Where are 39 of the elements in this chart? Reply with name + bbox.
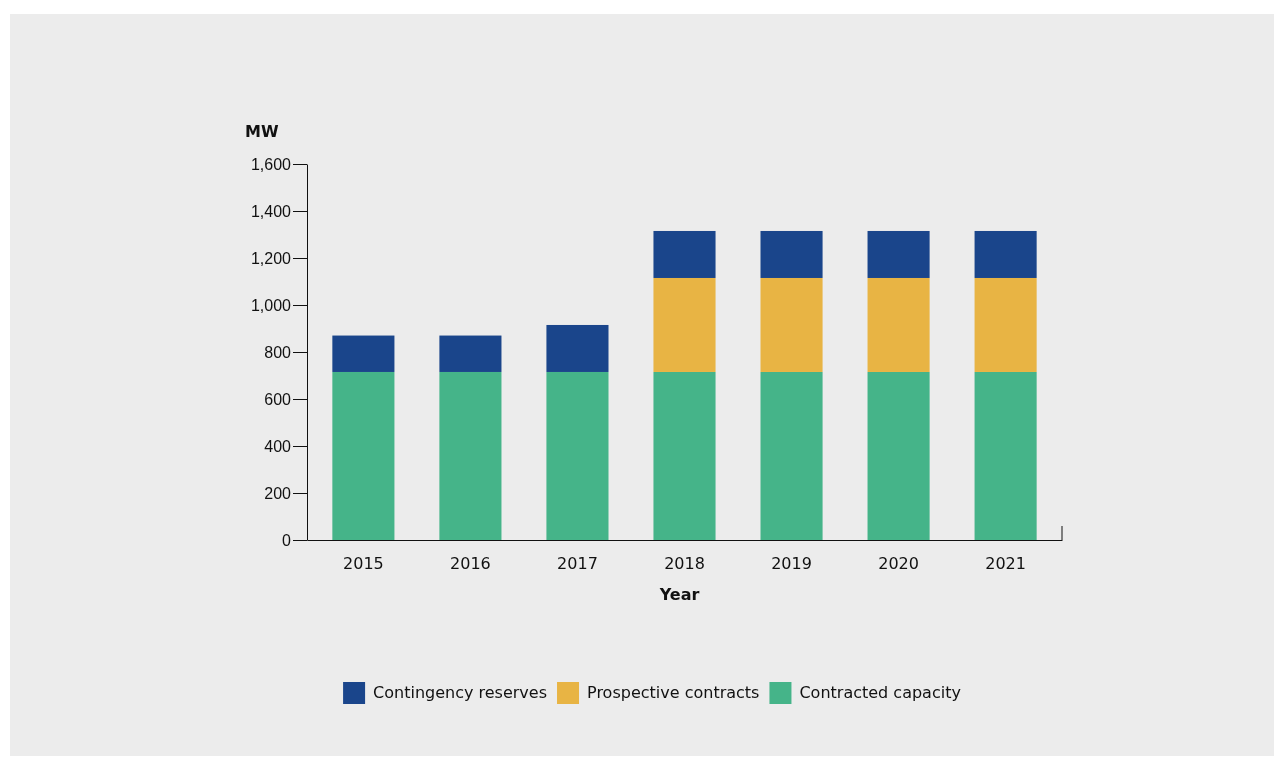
legend-label: Prospective contracts — [587, 683, 760, 702]
bar — [439, 371, 502, 540]
y-tick-label: 600 — [264, 390, 292, 408]
y-tick-label: 200 — [264, 484, 292, 502]
x-tick-label: 2020 — [878, 554, 919, 573]
bar — [867, 230, 930, 278]
y-tick-label: 1,400 — [250, 202, 292, 220]
bar — [974, 230, 1037, 278]
x-axis-title: Year — [658, 585, 700, 604]
bar — [332, 371, 395, 540]
x-tick-label: 2017 — [557, 554, 598, 573]
y-tick-label: 1,200 — [250, 249, 292, 267]
x-tick-label: 2016 — [450, 554, 491, 573]
x-tick-label: 2018 — [664, 554, 705, 573]
legend-label: Contracted capacity — [799, 683, 961, 702]
x-tick-label: 2015 — [343, 554, 384, 573]
bar — [760, 277, 823, 372]
bar — [653, 277, 716, 372]
bar — [653, 230, 716, 278]
y-tick-label: 1,600 — [250, 155, 292, 173]
bar — [653, 371, 716, 540]
bar — [760, 230, 823, 278]
y-tick-label: 400 — [264, 437, 292, 455]
bar — [867, 277, 930, 372]
bar — [546, 324, 609, 372]
bar — [332, 335, 395, 372]
bar — [760, 371, 823, 540]
bar — [974, 371, 1037, 540]
y-tick-label: 0 — [282, 531, 292, 549]
x-tick-label: 2019 — [771, 554, 812, 573]
bar — [439, 335, 502, 372]
bar — [974, 277, 1037, 372]
bar — [546, 371, 609, 540]
y-tick-label: 1,000 — [250, 296, 292, 314]
y-axis-title: MW — [245, 122, 279, 141]
bar — [867, 371, 930, 540]
y-tick-label: 800 — [264, 343, 292, 361]
x-tick-label: 2021 — [985, 554, 1026, 573]
legend-label: Contingency reserves — [373, 683, 548, 702]
